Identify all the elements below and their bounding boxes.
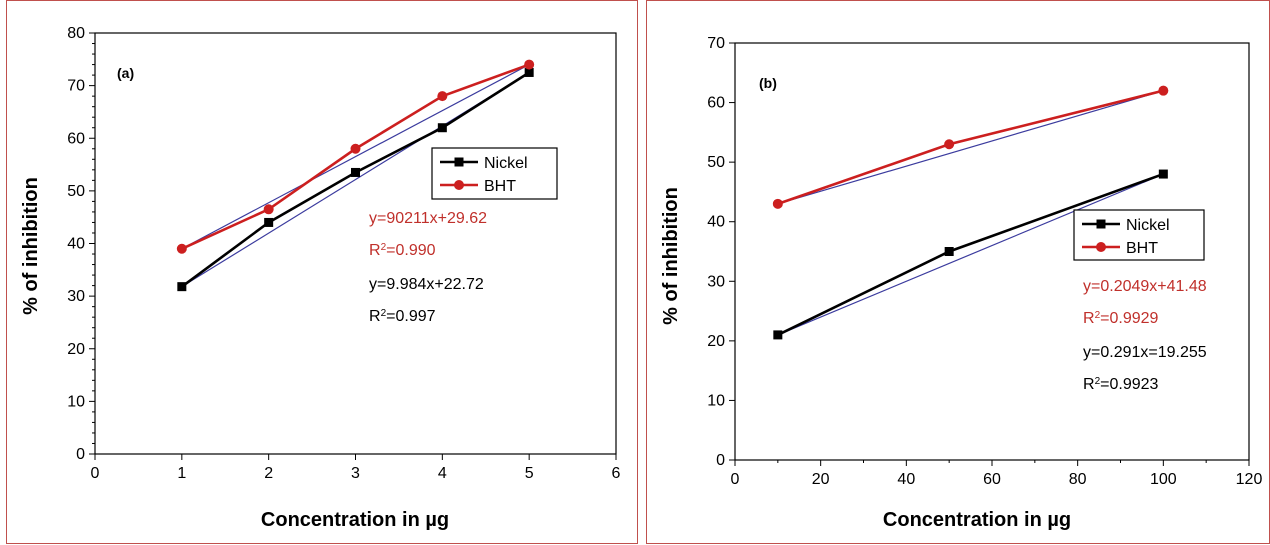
superscript-two: 2 <box>381 242 387 253</box>
data-point-nickel <box>264 217 274 227</box>
y-tick-label: 0 <box>716 452 725 469</box>
data-point-nickel <box>351 167 360 177</box>
x-tick-label: 0 <box>91 465 100 482</box>
regression-equation: y=90211x+29.62 <box>369 210 487 227</box>
legend-box <box>431 147 558 200</box>
superscript-two: 2 <box>1095 310 1101 321</box>
r-squared-value: =0.9923 <box>1100 376 1158 393</box>
x-tick-label: 100 <box>1150 471 1177 488</box>
data-point-nickel <box>437 123 447 133</box>
x-tick-label: 0 <box>731 471 740 488</box>
data-point-nickel <box>773 330 783 340</box>
panel-label: (b) <box>759 75 777 91</box>
r-symbol: R <box>369 242 381 259</box>
legend-label: BHT <box>484 178 516 195</box>
y-tick-label: 30 <box>67 288 85 305</box>
x-tick-label: 1 <box>177 465 186 482</box>
x-tick-label: 4 <box>438 465 447 482</box>
data-point-bht <box>772 198 783 209</box>
x-tick-label: 2 <box>264 465 273 482</box>
chart-a-svg: 0 10 20 30 40 50 60 70 80 0 1 2 3 4 5 6 Concentration in… <box>20 25 621 531</box>
panel-label: (a) <box>117 65 134 81</box>
legend-marker <box>1096 242 1106 252</box>
x-tick-label: 20 <box>812 471 830 488</box>
y-axis-label: % of inhibition <box>660 187 682 325</box>
y-tick-label: 40 <box>707 214 725 231</box>
fit-line <box>777 90 1164 205</box>
r-squared-label: R2=0.997 <box>369 308 436 326</box>
data-point-bht <box>437 91 448 102</box>
y-tick-label: 80 <box>67 25 85 42</box>
x-axis-label: Concentration in µg <box>883 509 1071 531</box>
legend-marker <box>1096 219 1106 229</box>
data-point-bht <box>524 59 535 70</box>
y-tick-label: 10 <box>707 392 725 409</box>
data-point-bht <box>350 143 361 154</box>
y-tick-label: 70 <box>67 78 85 95</box>
data-point-nickel <box>177 282 187 292</box>
x-tick-label: 5 <box>525 465 534 482</box>
r-symbol: R <box>1083 376 1095 393</box>
fit-line <box>777 173 1164 336</box>
regression-equation: y=9.984x+22.72 <box>369 276 484 293</box>
data-point-bht <box>1158 85 1169 96</box>
x-tick-label: 3 <box>351 465 360 482</box>
y-tick-label: 30 <box>707 273 725 290</box>
plot-frame <box>94 32 617 455</box>
legend-marker <box>454 180 464 190</box>
r-squared-value: =0.990 <box>386 242 435 259</box>
data-point-bht <box>944 139 955 150</box>
y-tick-label: 20 <box>67 341 85 358</box>
y-tick-label: 60 <box>707 95 725 112</box>
y-tick-label: 10 <box>67 393 85 410</box>
data-point-bht <box>176 243 187 254</box>
y-tick-label: 50 <box>67 183 85 200</box>
y-tick-label: 0 <box>76 446 85 463</box>
y-tick-label: 50 <box>707 154 725 171</box>
r-squared-label: R2=0.990 <box>369 242 436 260</box>
data-point-nickel <box>944 247 954 256</box>
fit-line <box>181 64 530 250</box>
legend-label: Nickel <box>484 155 528 172</box>
chart-panel-a: 0 10 20 30 40 50 60 70 80 0 1 2 3 4 5 6 Concentration in… <box>6 0 638 544</box>
r-squared-value: =0.997 <box>386 308 435 325</box>
x-tick-label: 40 <box>897 471 915 488</box>
y-tick-label: 40 <box>67 236 85 253</box>
r-squared-value: =0.9929 <box>1100 310 1158 327</box>
y-axis-label: % of inhibition <box>20 177 42 315</box>
regression-equation: y=0.2049x+41.48 <box>1083 278 1207 295</box>
legend-label: BHT <box>1126 240 1158 257</box>
r-squared-label: R2=0.9929 <box>1083 310 1159 328</box>
superscript-two: 2 <box>1095 376 1101 387</box>
regression-equation: y=0.291x=19.255 <box>1083 344 1207 361</box>
legend-label: Nickel <box>1126 217 1170 234</box>
r-squared-label: R2=0.9923 <box>1083 376 1159 394</box>
data-point-nickel <box>524 67 534 77</box>
x-tick-label: 6 <box>612 465 621 482</box>
r-symbol: R <box>1083 310 1095 327</box>
x-tick-label: 80 <box>1069 471 1087 488</box>
data-point-nickel <box>1158 169 1168 179</box>
chart-b-svg: 0 10 20 30 40 50 60 70 0 20 40 60 80 100 120 Concentrat… <box>660 35 1263 531</box>
y-tick-label: 60 <box>67 130 85 147</box>
x-axis-label: Concentration in µg <box>261 509 449 531</box>
legend-marker <box>454 157 464 167</box>
y-tick-label: 20 <box>707 333 725 350</box>
y-tick-label: 70 <box>707 35 725 52</box>
legend-box <box>1073 209 1205 261</box>
x-tick-label: 120 <box>1236 471 1263 488</box>
superscript-two: 2 <box>381 308 387 319</box>
data-point-bht <box>263 204 274 215</box>
chart-panel-b: 0 10 20 30 40 50 60 70 0 20 40 60 80 100 120 Concentrat… <box>646 0 1270 544</box>
x-tick-label: 60 <box>983 471 1001 488</box>
r-symbol: R <box>369 308 381 325</box>
